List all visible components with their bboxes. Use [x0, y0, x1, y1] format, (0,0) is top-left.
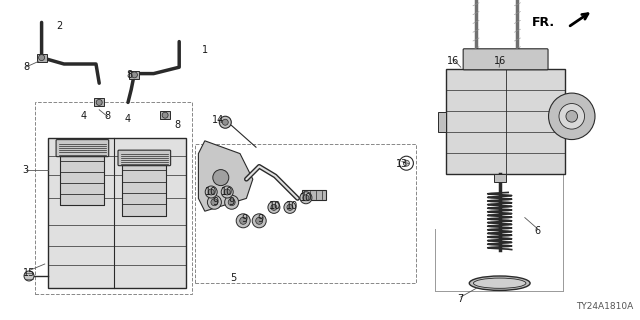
Text: 13: 13 [396, 159, 408, 169]
Circle shape [284, 201, 296, 213]
Circle shape [566, 110, 577, 122]
Text: 1: 1 [202, 44, 208, 55]
Circle shape [225, 195, 239, 209]
Text: TY24A1810A: TY24A1810A [577, 302, 634, 311]
Text: 15: 15 [23, 268, 36, 278]
Circle shape [207, 195, 221, 209]
Ellipse shape [469, 276, 530, 291]
Circle shape [559, 104, 584, 129]
Text: 8: 8 [175, 120, 181, 131]
FancyBboxPatch shape [447, 69, 565, 174]
Circle shape [212, 170, 229, 186]
FancyBboxPatch shape [160, 111, 170, 119]
Circle shape [287, 204, 293, 210]
Text: 10: 10 [205, 187, 218, 197]
Text: 10: 10 [269, 201, 282, 212]
Circle shape [38, 55, 45, 60]
FancyBboxPatch shape [438, 112, 447, 132]
FancyBboxPatch shape [56, 140, 109, 157]
Circle shape [548, 93, 595, 140]
FancyBboxPatch shape [301, 190, 326, 200]
Circle shape [240, 217, 246, 224]
Text: 10: 10 [285, 201, 298, 212]
Text: 8: 8 [126, 70, 132, 80]
Text: 8: 8 [104, 111, 111, 122]
Circle shape [300, 192, 312, 204]
Text: 4: 4 [125, 114, 131, 124]
Text: 5: 5 [230, 273, 237, 283]
Circle shape [236, 214, 250, 228]
FancyBboxPatch shape [118, 150, 171, 166]
Circle shape [208, 189, 214, 195]
Text: 7: 7 [458, 294, 464, 304]
Text: FR.: FR. [532, 16, 555, 29]
Circle shape [24, 271, 34, 281]
Circle shape [268, 201, 280, 213]
Text: 10: 10 [221, 187, 234, 197]
FancyBboxPatch shape [129, 71, 140, 79]
Ellipse shape [474, 278, 526, 288]
Text: 9: 9 [228, 197, 235, 207]
Text: 14: 14 [211, 115, 224, 125]
Circle shape [205, 186, 217, 198]
Circle shape [211, 199, 218, 206]
Circle shape [271, 204, 277, 210]
Circle shape [303, 195, 309, 201]
FancyBboxPatch shape [94, 99, 104, 106]
Circle shape [224, 189, 230, 195]
Text: 6: 6 [534, 226, 541, 236]
Circle shape [220, 116, 231, 128]
Text: 2: 2 [56, 21, 62, 31]
Text: 9: 9 [212, 197, 219, 207]
Text: 16: 16 [494, 56, 507, 66]
Text: 3: 3 [22, 164, 29, 175]
FancyBboxPatch shape [36, 54, 47, 62]
Text: 9: 9 [241, 214, 248, 224]
Circle shape [221, 186, 233, 198]
FancyBboxPatch shape [463, 49, 548, 70]
Circle shape [162, 112, 168, 118]
Circle shape [222, 119, 228, 125]
Text: 4: 4 [80, 111, 86, 121]
Text: 8: 8 [24, 62, 30, 72]
FancyBboxPatch shape [48, 138, 186, 288]
FancyBboxPatch shape [493, 174, 506, 182]
Circle shape [403, 160, 410, 166]
Circle shape [131, 72, 138, 78]
Polygon shape [198, 141, 253, 211]
FancyBboxPatch shape [60, 156, 104, 205]
Text: 9: 9 [257, 214, 264, 224]
Circle shape [228, 199, 235, 206]
Circle shape [252, 214, 266, 228]
Text: 10: 10 [300, 193, 312, 203]
Circle shape [96, 100, 102, 105]
Text: 16: 16 [447, 56, 460, 66]
Circle shape [256, 217, 262, 224]
FancyBboxPatch shape [122, 165, 166, 216]
